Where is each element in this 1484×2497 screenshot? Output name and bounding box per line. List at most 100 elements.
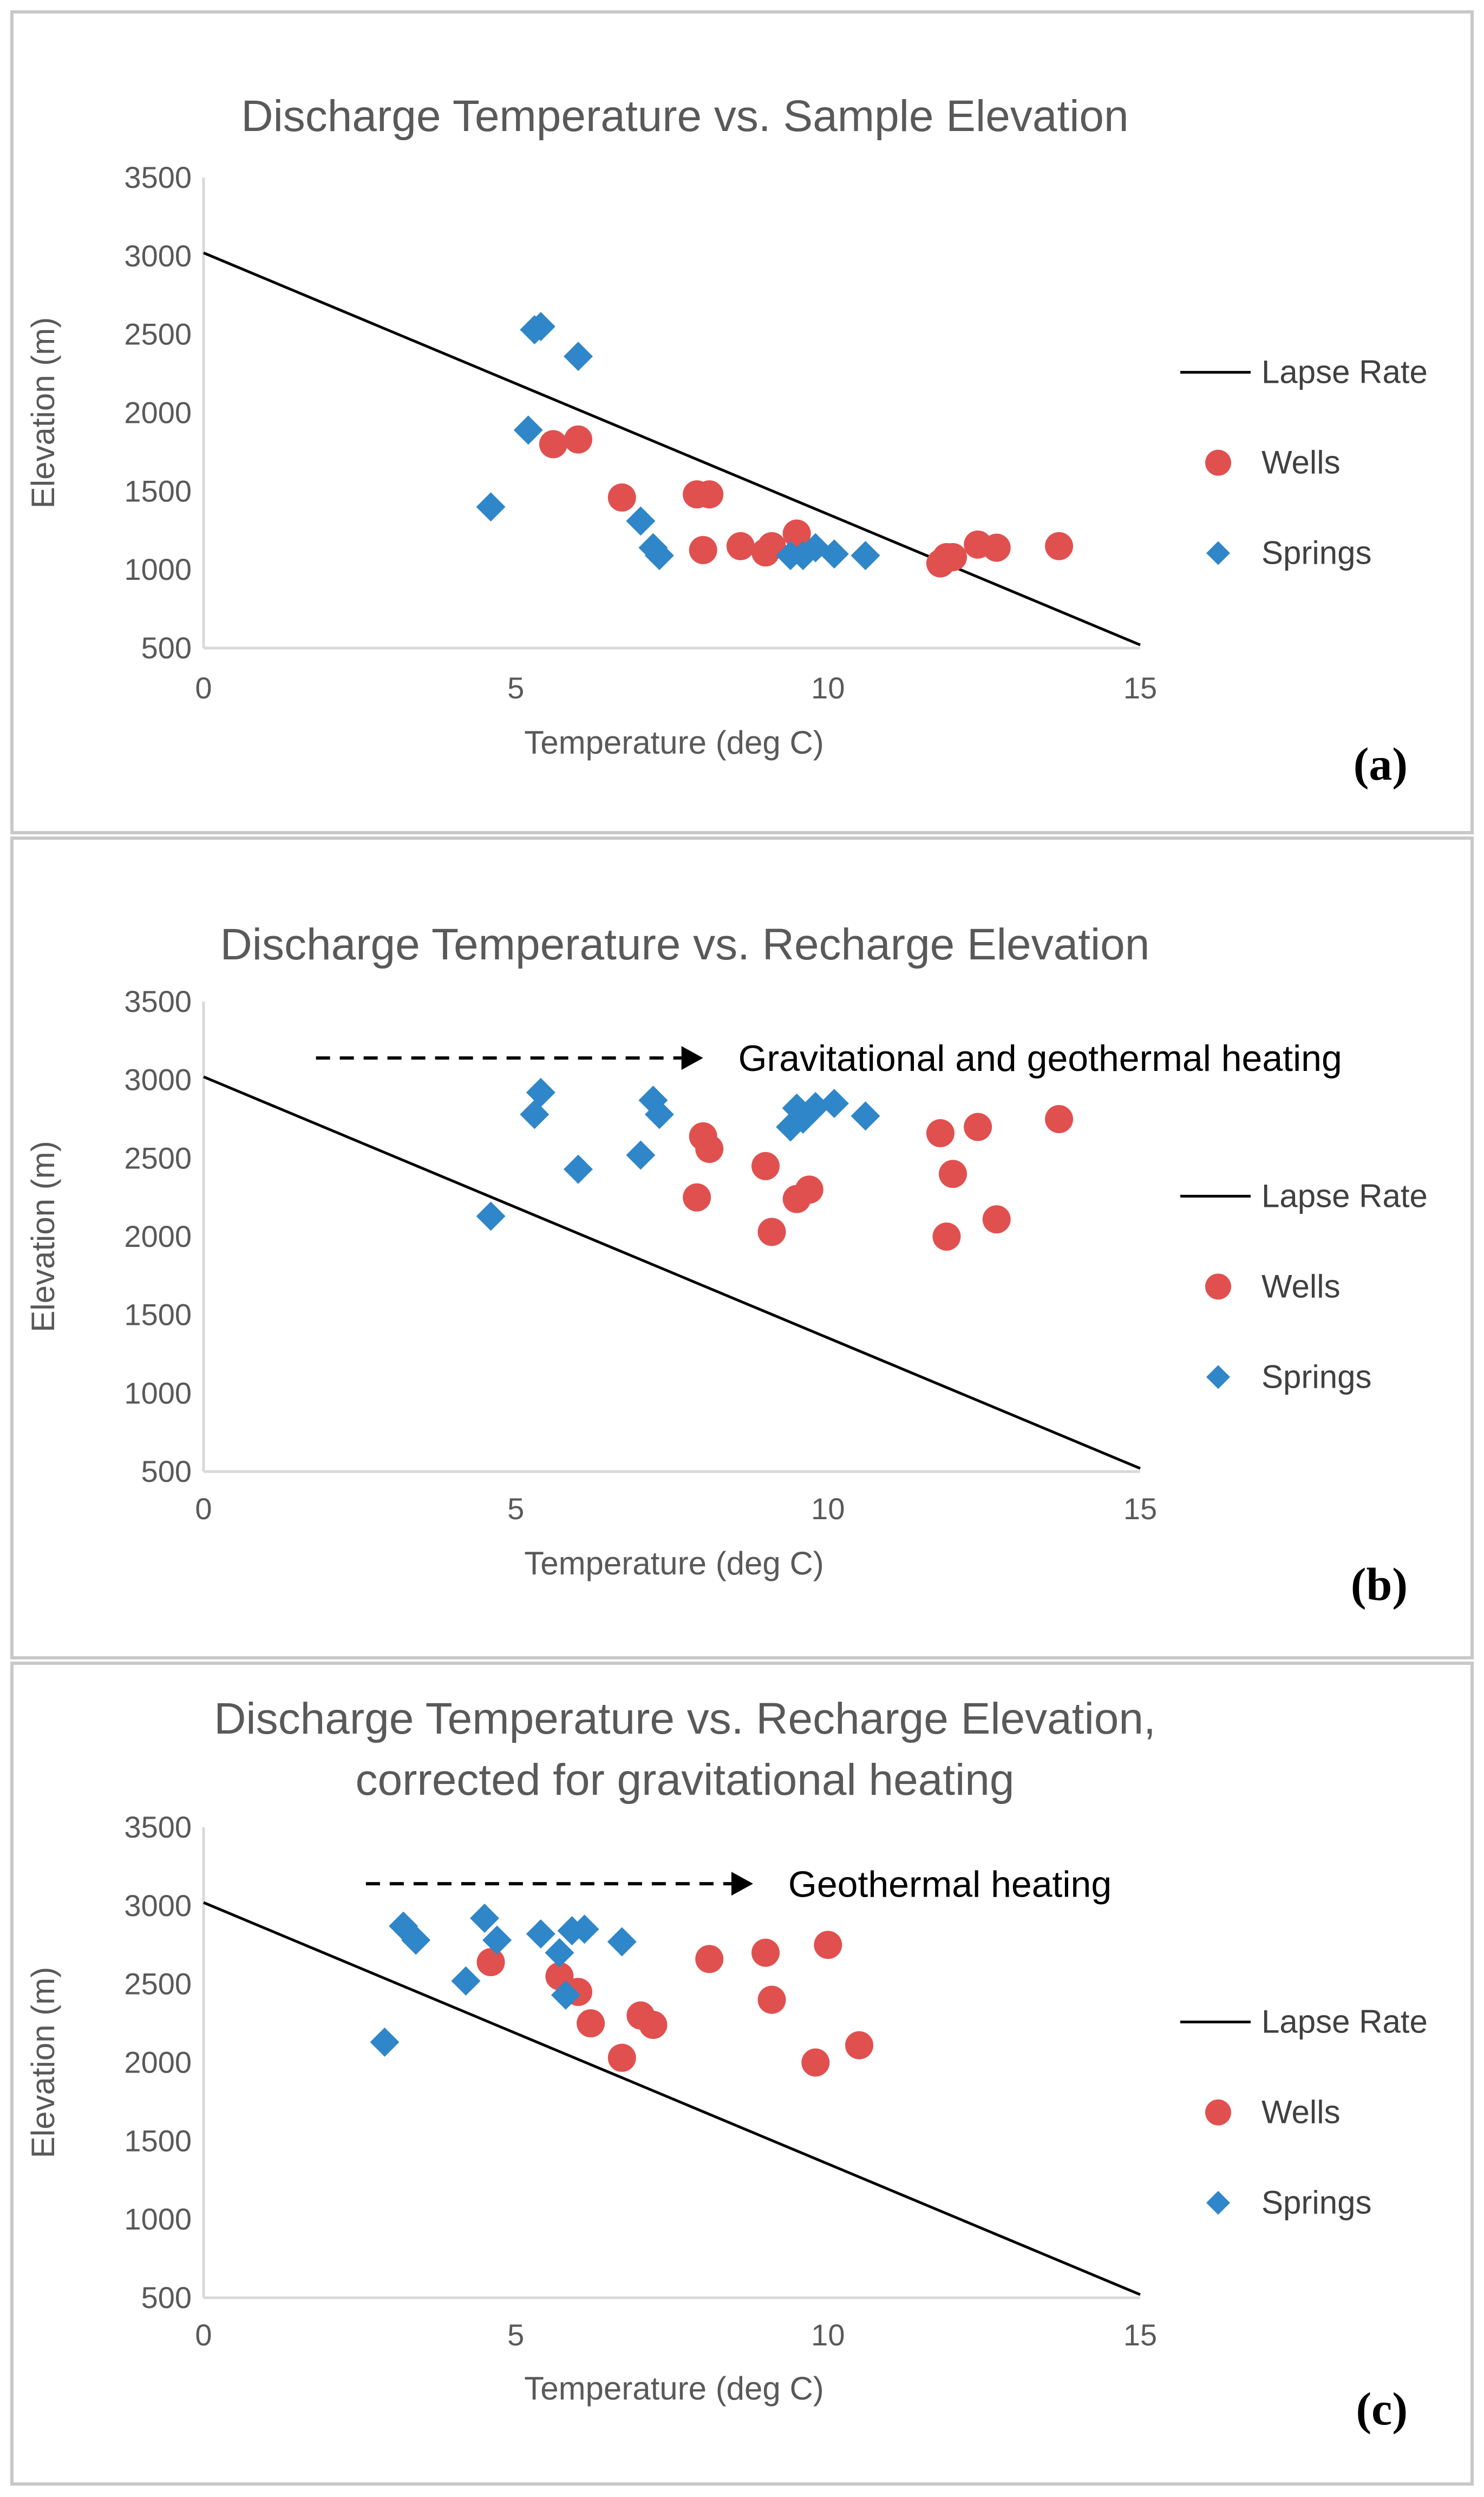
wells-point xyxy=(639,2010,668,2039)
wells-point xyxy=(964,1113,992,1141)
legend-wells-marker xyxy=(1205,449,1231,476)
legend-springs-marker xyxy=(1206,2191,1230,2215)
arrow-head-icon xyxy=(731,1872,753,1896)
wells-point xyxy=(1045,1105,1074,1133)
wells-point xyxy=(607,2043,636,2072)
springs-point xyxy=(626,506,656,536)
chart-title: Discharge Temperature vs. Recharge Eleva… xyxy=(220,920,1150,969)
springs-point xyxy=(819,1089,849,1119)
y-tick-label: 3000 xyxy=(124,239,192,273)
x-axis-label: Temperature (deg C) xyxy=(524,1545,824,1581)
legend-lapse-rate-label: Lapse Rate xyxy=(1261,354,1428,390)
panel-label: (b) xyxy=(1351,1558,1408,1610)
legend-wells-label: Wells xyxy=(1261,445,1341,481)
x-axis-label: Temperature (deg C) xyxy=(524,2370,824,2407)
panel-frame xyxy=(10,1662,1474,2486)
lapse-rate-line xyxy=(203,1075,1141,1470)
springs-point xyxy=(401,1925,431,1955)
legend: Lapse Rate Wells Springs xyxy=(1180,354,1428,571)
y-tick-label: 2000 xyxy=(124,396,192,430)
wells-point xyxy=(982,1205,1011,1234)
springs-point xyxy=(513,415,543,445)
x-tick-label: 10 xyxy=(811,1492,845,1526)
wells-point xyxy=(845,2031,873,2060)
y-axis-label: Elevation (m) xyxy=(25,1967,61,2158)
y-tick-label: 2000 xyxy=(124,1219,192,1253)
springs-point xyxy=(607,1927,637,1957)
y-tick-label: 3000 xyxy=(124,1063,192,1097)
annotation-text: Gravitational and geothermal heating xyxy=(738,1038,1342,1079)
wells-point xyxy=(695,1945,724,1973)
x-tick-label: 15 xyxy=(1123,671,1157,705)
annotation-text: Geothermal heating xyxy=(788,1864,1112,1905)
springs-point xyxy=(526,1919,555,1949)
y-tick-label: 2500 xyxy=(124,317,192,351)
y-axis-label: Elevation (m) xyxy=(25,1141,61,1332)
wells-point xyxy=(577,2009,605,2038)
springs-point xyxy=(526,312,555,342)
annotation: Geothermal heating xyxy=(365,1864,1112,1905)
wells-point xyxy=(801,2048,830,2077)
wells-point xyxy=(782,519,811,548)
x-tick-label: 0 xyxy=(195,671,212,705)
panel-frame xyxy=(10,836,1474,1659)
legend-wells-label: Wells xyxy=(1261,1268,1341,1304)
springs-point xyxy=(851,1101,880,1131)
legend-lapse-rate-label: Lapse Rate xyxy=(1261,2004,1428,2040)
legend: Lapse Rate Wells Springs xyxy=(1180,1178,1428,1395)
x-tick-label: 5 xyxy=(507,2318,524,2352)
wells-point xyxy=(751,1152,780,1180)
y-tick-label: 2500 xyxy=(124,1967,192,2001)
y-tick-label: 2500 xyxy=(124,1141,192,1175)
y-tick-label: 500 xyxy=(141,631,192,665)
springs-point xyxy=(564,1154,593,1184)
chart-panel-b: Discharge Temperature vs. Recharge Eleva… xyxy=(10,836,1474,1659)
y-tick-label: 1500 xyxy=(124,2123,192,2158)
wells-point xyxy=(1045,532,1074,560)
legend-wells-label: Wells xyxy=(1261,2094,1341,2130)
legend-lapse-rate-label: Lapse Rate xyxy=(1261,1178,1428,1214)
y-tick-label: 1500 xyxy=(124,474,192,508)
wells-point xyxy=(751,1938,780,1967)
annotation: Gravitational and geothermal heating xyxy=(316,1038,1342,1079)
x-tick-label: 10 xyxy=(811,2318,845,2352)
panel-frame xyxy=(10,10,1474,834)
y-tick-label: 3000 xyxy=(124,1888,192,1923)
x-tick-label: 5 xyxy=(507,671,524,705)
springs-point xyxy=(801,1091,831,1121)
legend-springs-marker xyxy=(1206,1365,1230,1389)
y-tick-label: 1000 xyxy=(124,552,192,586)
y-tick-label: 1500 xyxy=(124,1298,192,1332)
lapse-rate-line xyxy=(203,1901,1141,2296)
springs-point xyxy=(564,342,593,371)
springs-point xyxy=(476,1201,506,1231)
wells-point xyxy=(926,1119,955,1148)
springs-point xyxy=(570,1914,599,1944)
springs-point xyxy=(476,492,506,522)
springs-point xyxy=(545,1938,574,1967)
springs-point xyxy=(819,539,849,569)
springs-point xyxy=(551,1980,580,2010)
legend-springs-label: Springs xyxy=(1261,535,1371,571)
legend-wells-marker xyxy=(1205,1273,1231,1300)
wells-point xyxy=(982,533,1011,562)
panel-label: (a) xyxy=(1354,738,1408,790)
wells-point xyxy=(689,535,717,564)
springs-point xyxy=(644,541,674,571)
lapse-rate-line xyxy=(203,251,1141,646)
wells-point xyxy=(757,1985,786,2014)
springs-point xyxy=(851,541,880,571)
x-tick-label: 0 xyxy=(195,1492,212,1526)
wells-point xyxy=(695,480,724,509)
arrow-head-icon xyxy=(681,1046,703,1070)
springs-point xyxy=(451,1966,481,1996)
wells-point xyxy=(726,532,755,560)
wells-point xyxy=(683,1183,711,1212)
y-axis-label: Elevation (m) xyxy=(25,317,61,508)
legend-springs-label: Springs xyxy=(1261,2185,1371,2221)
chart-panel-c: Discharge Temperature vs. Recharge Eleva… xyxy=(10,1662,1474,2486)
panels-layer: Discharge Temperature vs. Sample Elevati… xyxy=(10,10,1474,2486)
springs-point xyxy=(644,1100,674,1129)
wells-point xyxy=(564,425,592,454)
